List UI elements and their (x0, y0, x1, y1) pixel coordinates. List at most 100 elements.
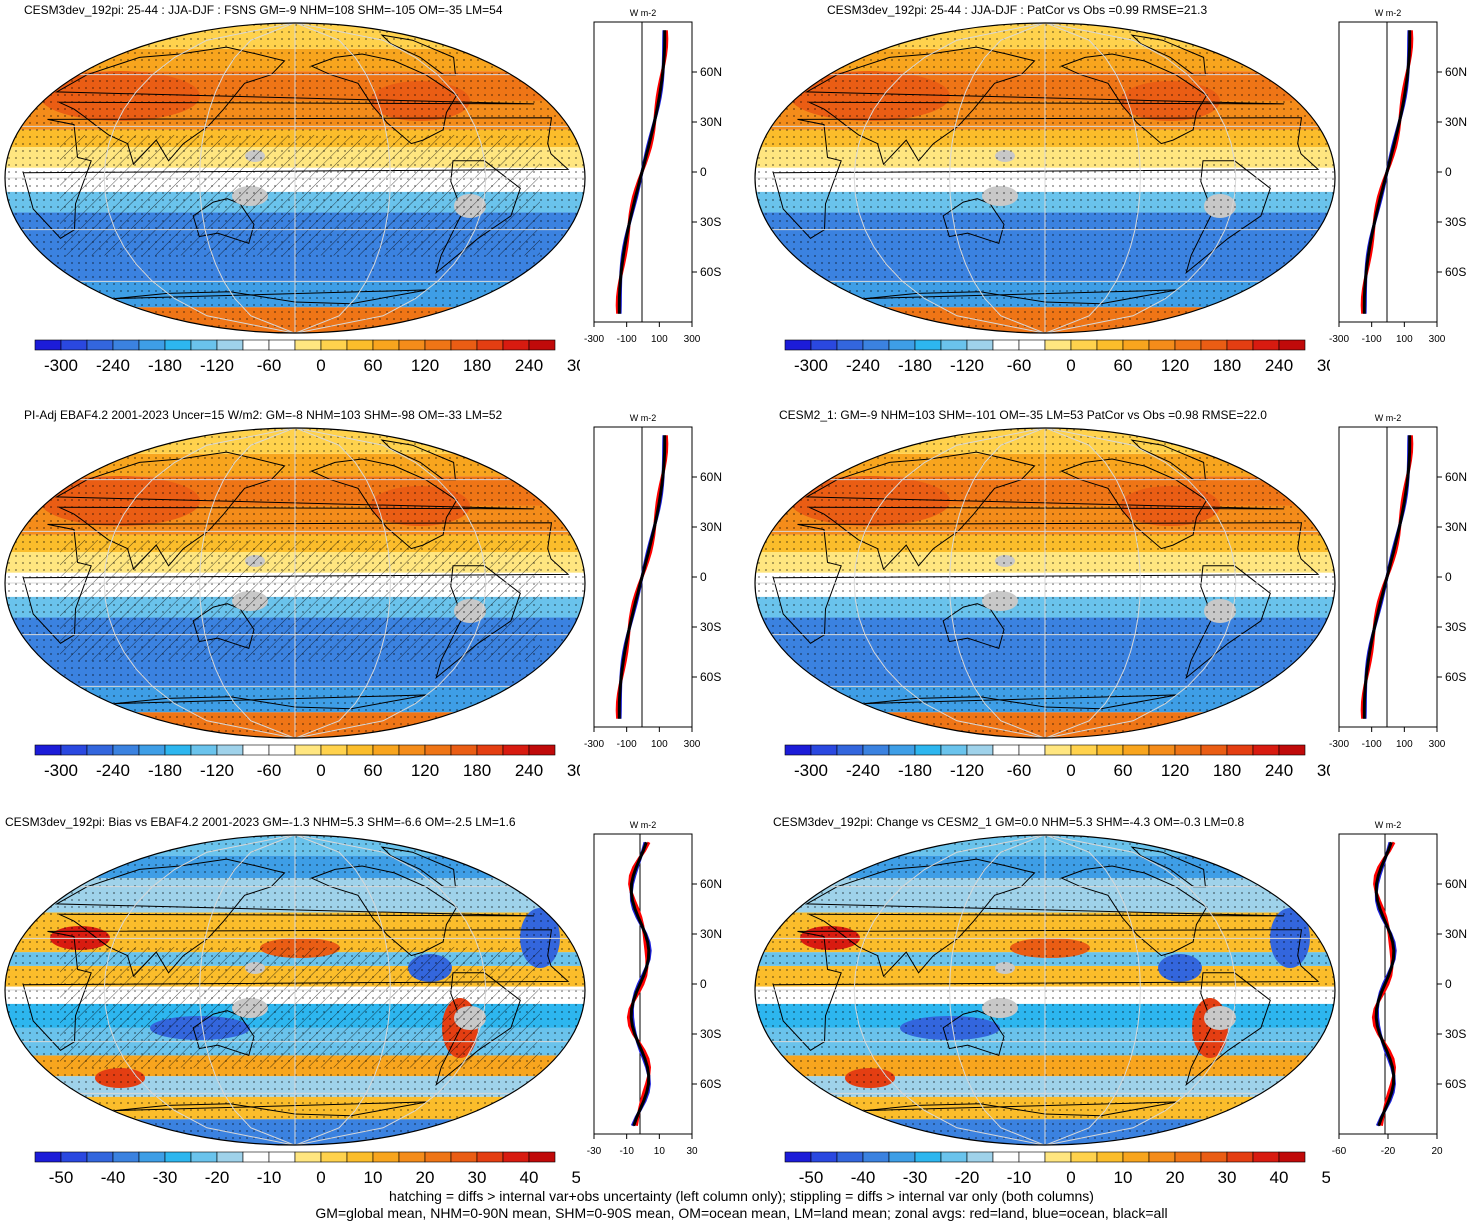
colorbar-tick-label: 300 (567, 761, 580, 780)
colorbar-swatch (1070, 339, 1098, 351)
graticule (755, 428, 1335, 738)
graticule (5, 835, 585, 1145)
colorbar-swatch (888, 744, 916, 756)
colorbar-swatch (1070, 744, 1098, 756)
colorbar-tick-label: -120 (950, 761, 984, 780)
map-border (4, 427, 586, 739)
colorbar-tick-label: 30 (468, 1168, 487, 1187)
colorbar-swatch (888, 1151, 916, 1163)
zonal-curve (1362, 435, 1412, 719)
x-tick-label: 300 (684, 739, 701, 750)
colorbar-tick-label: 180 (463, 356, 491, 375)
hatching-overlay (60, 946, 540, 1068)
zonal-curve (617, 30, 667, 314)
colorbar-swatch (810, 744, 838, 756)
x-tick-label: 30 (686, 1146, 698, 1157)
colorbar-swatch (476, 339, 504, 351)
colorbar-tick-label: -40 (851, 1168, 876, 1187)
colorbar-swatch (1096, 744, 1124, 756)
colorbar-tick-label: 10 (1114, 1168, 1133, 1187)
colorbar-swatch (784, 744, 812, 756)
colorbar-tick-label: 120 (411, 356, 439, 375)
colorbar-swatch (1070, 1151, 1098, 1163)
colorbar-swatch (294, 339, 322, 351)
colorbar-tick-label: 120 (411, 761, 439, 780)
colorbar-swatch (216, 1151, 244, 1163)
colorbar: -300 -240 -180 -120 -60 0 60 120 180 240 300 (34, 744, 580, 780)
colorbar-tick-label: 0 (1066, 356, 1075, 375)
colorbar-tick-label: 240 (1265, 761, 1293, 780)
colorbar-tick-label: 40 (1270, 1168, 1289, 1187)
lat-tick-label: 0 (1445, 977, 1452, 991)
colorbar-swatch (242, 339, 270, 351)
map-fill (5, 23, 585, 333)
colorbar: -50 -40 -30 -20 -10 0 10 20 30 40 50 (34, 1151, 580, 1187)
lat-tick-label: 30S (700, 1027, 721, 1041)
colorbar-swatch (112, 339, 140, 351)
x-tick-label: -100 (617, 334, 637, 345)
colorbar-swatch (914, 339, 942, 351)
map-fill (755, 23, 1335, 333)
map-fill (755, 835, 1335, 1145)
colorbar-swatch (1096, 339, 1124, 351)
panel-1: CESM3dev_192pi: 25-44 : JJA-DJF : FSNS G… (0, 0, 740, 380)
colorbar-swatch (502, 744, 530, 756)
zonal-curve (629, 841, 651, 1127)
colorbar-tick-label: 10 (364, 1168, 383, 1187)
colorbar-tick-label: -180 (148, 761, 182, 780)
lat-tick-label: 60S (700, 1077, 721, 1091)
colorbar-tick-label: -30 (903, 1168, 928, 1187)
colorbar-tick-label: -240 (96, 356, 130, 375)
x-tick-label: 10 (654, 1146, 666, 1157)
lat-tick-label: 30S (700, 215, 721, 229)
x-tick-label: -100 (1362, 739, 1382, 750)
panel-2: CESM3dev_192pi: 25-44 : JJA-DJF : PatCor… (745, 0, 1483, 380)
colorbar: -50 -40 -30 -20 -10 0 10 20 30 40 50 (784, 1151, 1330, 1187)
colorbar: -300 -240 -180 -120 -60 0 60 120 180 240 300 (34, 339, 580, 375)
colorbar-swatch (398, 1151, 426, 1163)
lat-tick-label: 30N (1445, 927, 1467, 941)
colorbar-swatch (1200, 744, 1228, 756)
colorbar-swatch (372, 339, 400, 351)
colorbar-tick-label: 60 (1114, 356, 1133, 375)
x-tick-label: 100 (1396, 739, 1413, 750)
colorbar-swatch (836, 744, 864, 756)
lat-tick-label: 30N (1445, 520, 1467, 534)
colorbar-swatch (1044, 339, 1072, 351)
colorbar-swatch (1252, 1151, 1280, 1163)
footer-caption-line-2: GM=global mean, NHM=0-90N mean, SHM=0-90… (315, 1205, 1168, 1221)
panel-6: CESM3dev_192pi: Change vs CESM2_1 GM=0.0… (745, 812, 1483, 1192)
x-tick-label: -20 (1381, 1146, 1396, 1157)
colorbar-swatch (1174, 744, 1202, 756)
lat-tick-label: 0 (700, 165, 707, 179)
colorbar-tick-label: 240 (515, 761, 543, 780)
x-tick-label: 100 (651, 739, 668, 750)
colorbar-tick-label: -50 (49, 1168, 74, 1187)
x-tick-label: -300 (1329, 334, 1349, 345)
colorbar-tick-label: 60 (364, 356, 383, 375)
colorbar-tick-label: 40 (520, 1168, 539, 1187)
colorbar-swatch (424, 744, 452, 756)
map-border (754, 834, 1336, 1146)
colorbar-swatch (1174, 339, 1202, 351)
colorbar-tick-label: -240 (846, 761, 880, 780)
colorbar-swatch (320, 744, 348, 756)
colorbar-tick-label: 60 (364, 761, 383, 780)
world-map (754, 834, 1336, 1146)
colorbar-swatch (784, 1151, 812, 1163)
x-tick-label: 300 (684, 334, 701, 345)
colorbar-swatch (966, 1151, 994, 1163)
colorbar-swatch (1018, 744, 1046, 756)
lat-tick-label: 30S (1445, 1027, 1466, 1041)
colorbar-swatch (294, 1151, 322, 1163)
x-tick-label: -60 (1332, 1146, 1347, 1157)
colorbar-tick-label: 60 (1114, 761, 1133, 780)
colorbar-swatch (940, 1151, 968, 1163)
colorbar-swatch (398, 744, 426, 756)
lat-tick-label: 60N (700, 877, 722, 891)
zonal-curve (1374, 841, 1396, 1127)
colorbar-swatch (190, 1151, 218, 1163)
colorbar-swatch (424, 339, 452, 351)
colorbar-tick-label: -240 (96, 761, 130, 780)
colorbar-tick-label: 20 (416, 1168, 435, 1187)
